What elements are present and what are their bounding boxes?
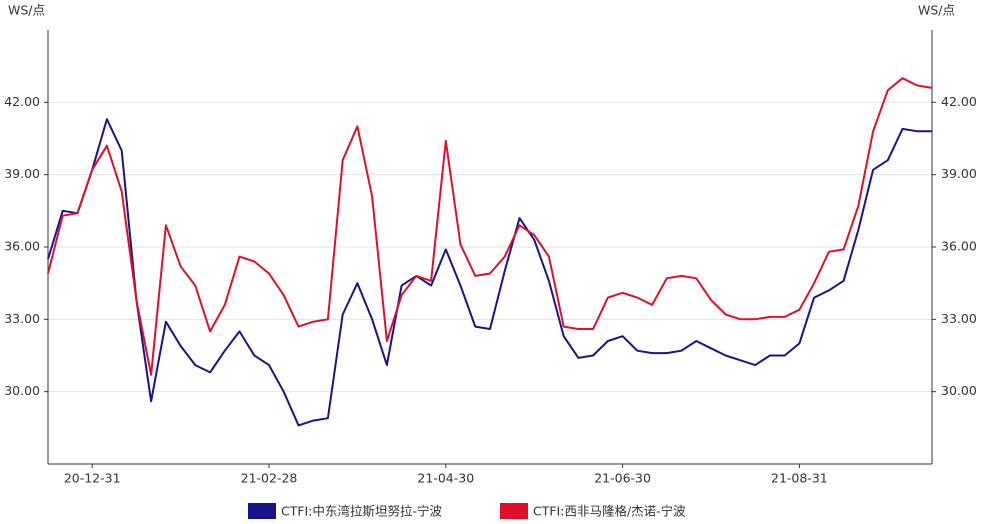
y-tick-label: 42.00: [4, 94, 40, 109]
y-tick-label: 39.00: [4, 166, 40, 181]
y2-tick-label: 33.00: [941, 311, 977, 326]
x-tick-label: 20-12-31: [64, 471, 121, 486]
legend-label: CTFI:西非马隆格/杰诺-宁波: [533, 504, 686, 519]
y-axis-label: WS/点: [8, 3, 45, 18]
y2-tick-label: 39.00: [941, 166, 977, 181]
y2-axis-label: WS/点: [918, 3, 955, 18]
series-line: [47, 118, 932, 427]
y2-tick-label: 30.00: [941, 383, 977, 398]
x-tick-label: 21-08-31: [771, 471, 828, 486]
x-tick-label: 21-04-30: [417, 471, 474, 486]
series-line: [47, 77, 933, 376]
x-tick-label: 21-02-28: [241, 471, 298, 486]
y-tick-label: 33.00: [4, 311, 40, 326]
y2-tick-label: 36.00: [941, 239, 977, 254]
y-tick-label: 30.00: [4, 383, 40, 398]
legend-label: CTFI:中东湾拉斯坦努拉-宁波: [281, 504, 442, 519]
y2-tick-label: 42.00: [941, 94, 977, 109]
x-tick-label: 21-06-30: [594, 471, 651, 486]
y-tick-label: 36.00: [4, 239, 40, 254]
legend-swatch: [248, 503, 276, 519]
legend-swatch: [500, 503, 528, 519]
